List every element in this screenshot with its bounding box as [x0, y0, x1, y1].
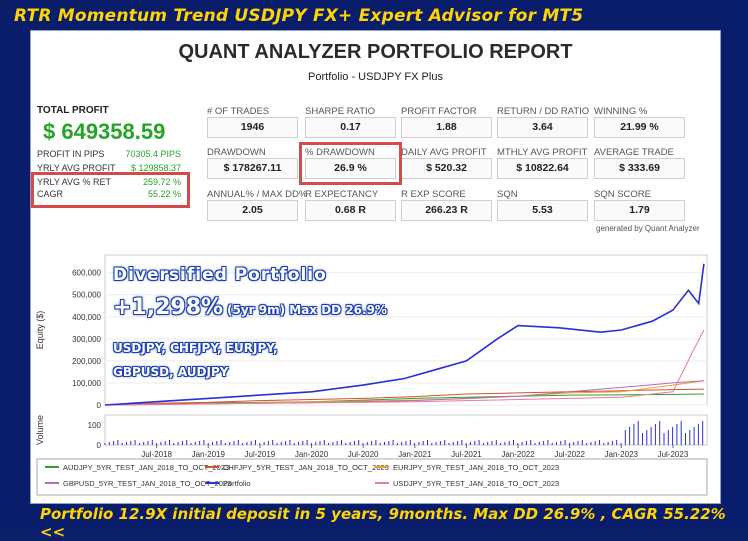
overlay-pairs-2: GBPUSD, AUDJPY — [113, 365, 229, 379]
stat-label-annual-maxdd: ANNUAL% / MAX DD% — [207, 189, 308, 200]
bottom-banner: Portfolio 12.9X initial deposit in 5 yea… — [40, 505, 726, 541]
yrly-avg-ret-value: 259.72 % — [142, 177, 181, 187]
stat-label-sqn-score: SQN SCORE — [594, 189, 652, 200]
stat-label-sqn: SQN — [497, 189, 518, 200]
x-tick-label: Jul-2022 — [554, 450, 585, 459]
x-tick-label: Jan-2023 — [605, 450, 639, 459]
y-tick-label: 300,000 — [72, 335, 101, 344]
stat-label-profit-factor: PROFIT FACTOR — [401, 106, 477, 117]
stat-value-r-exp-score: 266.23 R — [401, 200, 492, 221]
cagr-highlight-box — [31, 172, 190, 208]
series-line-portfolio — [104, 263, 705, 406]
generated-by: generated by Quant Analyzer — [596, 224, 700, 233]
cagr-row: CAGR 55.22 % — [37, 189, 181, 199]
top-banner: RTR Momentum Trend USDJPY FX+ Expert Adv… — [14, 6, 584, 26]
stat-label-trades: # OF TRADES — [207, 106, 270, 117]
legend-label: USDJPY_5YR_TEST_JAN_2018_TO_OCT_2023 — [393, 479, 559, 488]
legend-label: CHFJPY_5YR_TEST_JAN_2018_TO_OCT_2023 — [223, 463, 389, 472]
stat-label-drawdown: DRAWDOWN — [207, 147, 266, 158]
y-tick-label: 200,000 — [72, 357, 101, 366]
legend-label: Portfolio — [223, 479, 251, 488]
x-tick-label: Jul-2018 — [141, 450, 172, 459]
report-title: QUANT ANALYZER PORTFOLIO REPORT — [178, 41, 573, 63]
x-tick-label: Jan-2022 — [501, 450, 535, 459]
profit-in-pips-value: 70305.4 PIPS — [125, 149, 181, 159]
stat-value-r-expectancy: 0.68 R — [305, 200, 396, 221]
drawdown-highlight-box — [299, 142, 402, 185]
stat-label-return-dd: RETURN / DD RATIO — [497, 106, 590, 117]
series-line-chfjpy — [104, 388, 704, 406]
report-subtitle: Portfolio - USDJPY FX Plus — [308, 71, 443, 83]
legend-label: GBPUSD_5YR_TEST_JAN_2018_TO_OCT_2023 — [63, 479, 231, 488]
stat-label-daily-avg: DAILY AVG PROFIT — [401, 147, 487, 158]
stat-value-return-dd: 3.64 — [497, 117, 588, 138]
yrly-avg-ret-label: YRLY AVG % RET — [37, 177, 112, 187]
x-tick-label: Jul-2020 — [348, 450, 379, 459]
volume-plot-frame — [104, 414, 708, 446]
stat-label-r-expectancy: R EXPECTANCY — [305, 189, 379, 200]
stat-value-profit-factor: 1.88 — [401, 117, 492, 138]
yrly-avg-profit-value: $ 129858.37 — [130, 163, 181, 173]
stat-value-sqn: 5.53 — [497, 200, 588, 221]
x-tick-label: Jan-2019 — [192, 450, 226, 459]
stat-label-avg-trade: AVERAGE TRADE — [594, 147, 674, 158]
stat-value-mthly-avg: $ 10822.64 — [497, 158, 588, 179]
legend-label: AUDJPY_5YR_TEST_JAN_2018_TO_OCT_2023 — [63, 463, 229, 472]
equity-plot-frame — [104, 254, 708, 406]
legend-label: EURJPY_5YR_TEST_JAN_2018_TO_OCT_2023 — [393, 463, 559, 472]
cagr-value: 55.22 % — [147, 189, 181, 199]
y-tick-label: 500,000 — [72, 291, 101, 300]
stat-value-sharpe: 0.17 — [305, 117, 396, 138]
x-tick-label: Jul-2021 — [451, 450, 482, 459]
y-tick-label: 600,000 — [72, 269, 101, 278]
x-tick-label: Jan-2021 — [398, 450, 432, 459]
stat-value-winning: 21.99 % — [594, 117, 685, 138]
stat-value-daily-avg: $ 520.32 — [401, 158, 492, 179]
stat-value-trades: 1946 — [207, 117, 298, 138]
overlay-pairs-1: USDJPY, CHFJPY, EURJPY, — [113, 341, 278, 355]
yrly-avg-ret-row: YRLY AVG % RET 259.72 % — [37, 177, 181, 187]
overlay-return-small: (5yr 9m) Max DD 26.9% — [227, 303, 387, 317]
series-line-usdjpy — [104, 329, 705, 406]
stat-value-avg-trade: $ 333.69 — [594, 158, 685, 179]
x-tick-label: Jul-2023 — [658, 450, 689, 459]
x-tick-label: Jul-2019 — [245, 450, 276, 459]
legend-box — [36, 458, 708, 496]
y-tick-label: 0 — [97, 401, 102, 410]
y-axis-label: Equity ($) — [35, 311, 45, 350]
x-tick-label: Jan-2020 — [295, 450, 329, 459]
profit-in-pips-row: PROFIT IN PIPS 70305.4 PIPS — [37, 149, 181, 159]
overlay-diversified: Diversified Portfolio — [113, 265, 327, 285]
total-profit-value: $ 649358.59 — [43, 119, 166, 144]
stat-label-sharpe: SHARPE RATIO — [305, 106, 376, 117]
yrly-avg-profit-row: YRLY AVG PROFIT $ 129858.37 — [37, 163, 181, 173]
stat-label-r-exp-score: R EXP SCORE — [401, 189, 466, 200]
equity-chart: 0 100,000 200,000 300,000 400,000 500,000 600,… — [35, 254, 708, 496]
stat-label-pct-drawdown: % DRAWDOWN — [305, 147, 375, 158]
overlay-return-big: +1,298% — [113, 295, 224, 320]
stat-value-annual-maxdd: 2.05 — [207, 200, 298, 221]
volume-tick-label: 100 — [88, 421, 102, 430]
stat-label-mthly-avg: MTHLY AVG PROFIT — [497, 147, 588, 158]
stat-label-winning: WINNING % — [594, 106, 648, 117]
profit-in-pips-label: PROFIT IN PIPS — [37, 149, 105, 159]
stat-value-sqn-score: 1.79 — [594, 200, 685, 221]
report-panel: QUANT ANALYZER PORTFOLIO REPORT Portfoli… — [30, 30, 721, 504]
volume-tick-label: 0 — [97, 441, 102, 450]
yrly-avg-profit-label: YRLY AVG PROFIT — [37, 163, 116, 173]
cagr-label: CAGR — [37, 189, 64, 199]
equity-chart-area: 0 100,000 200,000 300,000 400,000 500,000 600,… — [31, 245, 720, 503]
total-profit-label: TOTAL PROFIT — [37, 105, 109, 116]
volume-axis-label: Volume — [35, 415, 45, 445]
y-tick-label: 100,000 — [72, 379, 101, 388]
stat-value-pct-drawdown: 26.9 % — [305, 158, 396, 179]
y-tick-label: 400,000 — [72, 313, 101, 322]
stat-value-drawdown: $ 178267.11 — [207, 158, 298, 179]
